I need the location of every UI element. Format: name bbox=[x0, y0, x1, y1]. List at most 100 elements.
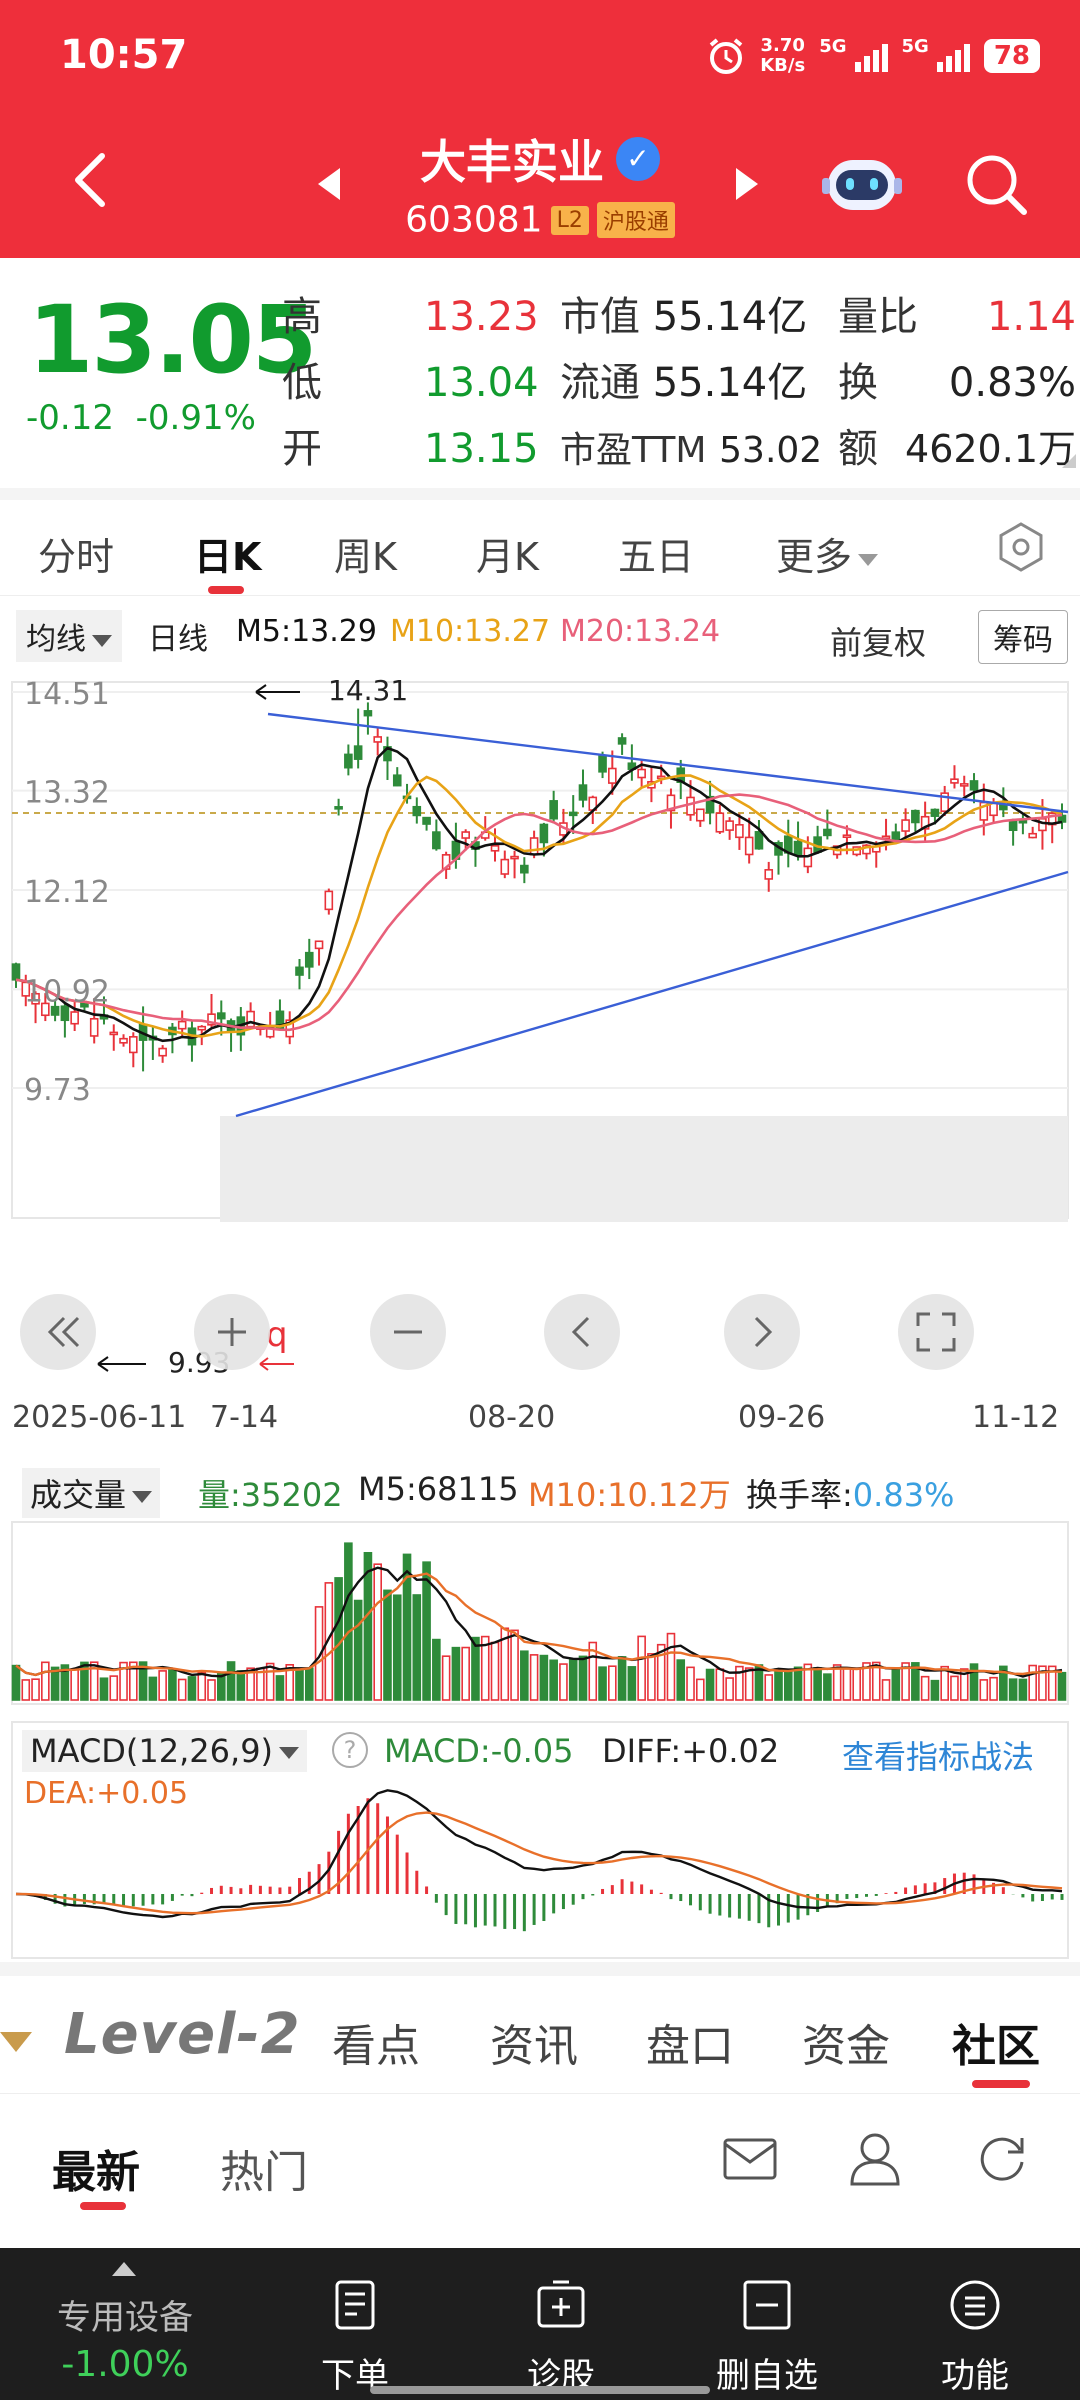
remove-watchlist-button[interactable]: 删自选 bbox=[682, 2248, 852, 2400]
tab-intraday[interactable]: 分时 bbox=[38, 535, 115, 579]
tab-five-day[interactable]: 五日 bbox=[618, 535, 695, 579]
indicator-strategy-link[interactable]: 查看指标战法 bbox=[842, 1738, 1035, 1776]
tab-orderbook[interactable]: 盘口 bbox=[646, 2021, 734, 2072]
candle-body bbox=[539, 823, 549, 844]
tab-funds[interactable]: 资金 bbox=[802, 2021, 890, 2072]
volume-bar bbox=[539, 1654, 549, 1701]
help-icon[interactable]: ? bbox=[332, 1732, 368, 1768]
settings-hex-icon[interactable] bbox=[994, 520, 1048, 574]
order-icon bbox=[335, 2280, 375, 2330]
macd-selector[interactable]: MACD(12,26,9) bbox=[22, 1730, 308, 1772]
volume-bar bbox=[1028, 1664, 1037, 1701]
candle-body bbox=[549, 800, 558, 820]
active-tab-indicator bbox=[972, 2080, 1030, 2088]
chip-button[interactable]: 筹码 bbox=[978, 610, 1068, 664]
active-tab-indicator bbox=[208, 586, 244, 594]
volume-bar bbox=[99, 1677, 109, 1701]
stock-subtitle: 603081 L2 沪股通 bbox=[0, 198, 1080, 241]
refresh-icon[interactable] bbox=[974, 2130, 1030, 2186]
candle-body bbox=[422, 816, 431, 825]
bottom-toolbar: 专用设备 -1.00% 下单 诊股 删自选 功能 bbox=[0, 2248, 1080, 2400]
chevron-down-icon bbox=[858, 553, 879, 566]
candle-body bbox=[334, 806, 343, 810]
order-button[interactable]: 下单 bbox=[270, 2248, 440, 2400]
volume-bar bbox=[197, 1671, 207, 1701]
tab-weekly[interactable]: 周K bbox=[334, 535, 397, 579]
amount-label: 额 bbox=[838, 426, 878, 472]
fullscreen-button[interactable] bbox=[898, 1294, 974, 1370]
adjust-selector[interactable]: 前复权 bbox=[830, 624, 927, 662]
volume-bar bbox=[353, 1599, 363, 1701]
ai-robot-icon[interactable] bbox=[822, 154, 902, 216]
back-arrow-icon[interactable] bbox=[70, 150, 110, 210]
candle-body bbox=[304, 951, 314, 968]
content-tabs: Level-2 看点 资讯 盘口 资金 社区 bbox=[0, 1976, 1080, 2094]
tab-latest[interactable]: 最新 bbox=[52, 2147, 140, 2198]
tab-news[interactable]: 资讯 bbox=[490, 2021, 578, 2072]
volume-bar bbox=[559, 1663, 568, 1701]
candle-body bbox=[959, 783, 969, 787]
expand-corner-icon[interactable] bbox=[1062, 454, 1076, 468]
tab-highlights[interactable]: 看点 bbox=[332, 2021, 420, 2072]
candle-body bbox=[1038, 818, 1047, 832]
volume-bar bbox=[363, 1551, 373, 1701]
pan-right-button[interactable] bbox=[724, 1294, 800, 1370]
sector-quote[interactable]: 专用设备 -1.00% bbox=[40, 2248, 210, 2400]
tab-more[interactable]: 更多 bbox=[776, 526, 879, 581]
candle-body bbox=[598, 755, 607, 773]
tab-monthly[interactable]: 月K bbox=[476, 535, 539, 579]
collapse-button[interactable] bbox=[20, 1294, 96, 1370]
candle-body bbox=[432, 831, 441, 850]
high-value: 13.23 bbox=[424, 294, 539, 340]
macd-header: MACD(12,26,9) ? MACD:-0.05 DIFF:+0.02 查看… bbox=[0, 1720, 1080, 1811]
volume-bar bbox=[265, 1662, 275, 1701]
ma20-line bbox=[15, 793, 1063, 1032]
m20-value: M20:13.24 bbox=[560, 614, 721, 649]
volume-bar bbox=[50, 1666, 60, 1701]
next-stock-icon[interactable] bbox=[736, 168, 758, 200]
user-icon[interactable] bbox=[848, 2130, 902, 2186]
volume-bar bbox=[666, 1632, 676, 1701]
candle-body bbox=[70, 1011, 79, 1025]
volume-bar bbox=[627, 1666, 637, 1701]
volume-bar bbox=[852, 1667, 862, 1701]
candle-body bbox=[744, 836, 754, 856]
search-icon[interactable] bbox=[962, 150, 1032, 220]
dea-line bbox=[15, 1811, 1063, 1915]
ma-legend-row: 均线 日线 M5:13.29 M10:13.27 M20:13.24 前复权 筹… bbox=[0, 604, 1080, 664]
tab-hot[interactable]: 热门 bbox=[220, 2147, 308, 2198]
volume-bar bbox=[969, 1663, 979, 1701]
tab-level2[interactable]: Level-2 bbox=[64, 2002, 301, 2067]
volume-bar bbox=[31, 1678, 40, 1701]
arrow-left-icon bbox=[255, 684, 300, 700]
high-label: 高 bbox=[282, 294, 322, 340]
pan-left-button[interactable] bbox=[544, 1294, 620, 1370]
volume-bar bbox=[881, 1679, 891, 1701]
candle-body bbox=[842, 834, 852, 839]
tab-daily[interactable]: 日K bbox=[194, 535, 262, 579]
volume-chart[interactable] bbox=[0, 1520, 1080, 1706]
volume-bar bbox=[862, 1662, 871, 1701]
prev-stock-icon[interactable] bbox=[318, 168, 340, 200]
mail-icon[interactable] bbox=[722, 2134, 778, 2184]
volume-selector[interactable]: 成交量 bbox=[22, 1468, 161, 1518]
candle-body bbox=[529, 837, 539, 856]
candle-body bbox=[911, 809, 920, 824]
tab-community[interactable]: 社区 bbox=[952, 2021, 1040, 2072]
candle-body bbox=[520, 864, 529, 874]
ma-selector[interactable]: 均线 bbox=[16, 610, 122, 662]
candle-body bbox=[705, 795, 715, 814]
diagnose-button[interactable]: 诊股 bbox=[476, 2248, 646, 2400]
candle-body bbox=[989, 802, 998, 817]
volume-bar bbox=[119, 1661, 128, 1701]
function-button[interactable]: 功能 bbox=[890, 2248, 1060, 2400]
volume-bar bbox=[383, 1589, 392, 1701]
volume-bar bbox=[295, 1668, 304, 1701]
candle-body bbox=[60, 1005, 70, 1022]
macd-chart[interactable] bbox=[0, 1720, 1080, 1960]
volume-bar bbox=[168, 1669, 177, 1701]
candle-body bbox=[314, 940, 324, 950]
volume-bar bbox=[940, 1665, 949, 1701]
period-label: 日线 bbox=[148, 622, 208, 657]
